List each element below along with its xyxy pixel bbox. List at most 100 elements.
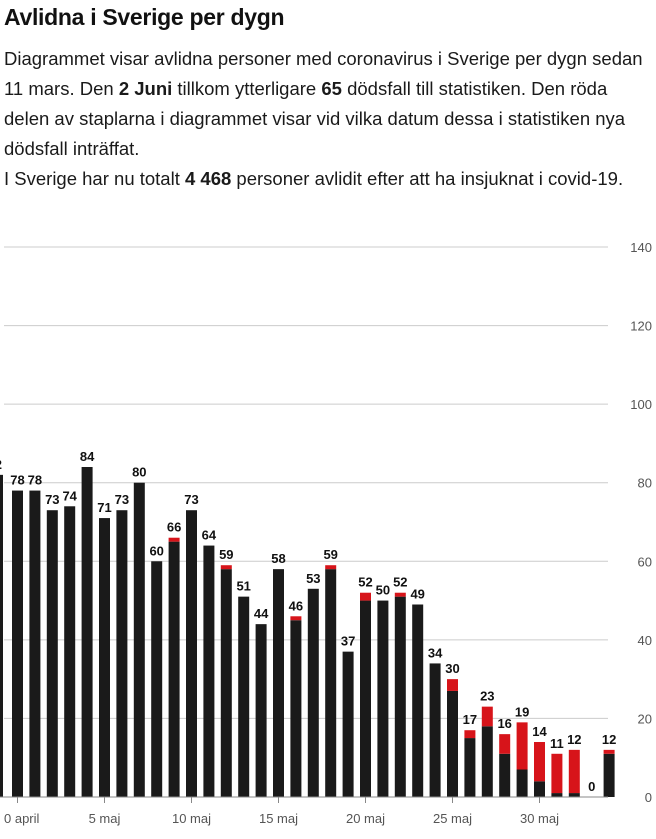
x-tick-label: 10 maj — [172, 811, 211, 826]
bar-new — [394, 592, 406, 597]
bar-value-label: 64 — [202, 528, 217, 543]
intro-text-d: I Sverige har nu totalt — [4, 168, 185, 189]
bar-value-label: 66 — [167, 520, 181, 535]
bar-value-label: 2 — [0, 457, 2, 472]
bar-value-label: 59 — [219, 547, 233, 562]
x-tick-label: 20 maj — [346, 811, 385, 826]
bar-value-label: 0 — [588, 779, 595, 794]
bar-new — [568, 749, 580, 794]
bar-chart: 0204060801001201402787873748471738060667… — [0, 240, 652, 826]
bar-value-label: 23 — [480, 689, 494, 704]
bar-existing — [464, 738, 476, 797]
bar-value-label: 78 — [10, 473, 24, 488]
bar-value-label: 17 — [463, 712, 477, 727]
x-tick-label: 5 maj — [89, 811, 121, 826]
bar-value-label: 71 — [97, 500, 111, 515]
bar-existing — [447, 690, 458, 797]
bar-value-label: 14 — [532, 724, 547, 739]
intro-text-b: tillkom ytterligare — [172, 78, 322, 99]
intro-text-e: personer avlidit efter att ha insjuknat … — [231, 168, 624, 189]
y-tick-label: 120 — [630, 319, 652, 334]
y-tick-label: 140 — [630, 240, 652, 255]
bar-existing — [99, 518, 110, 797]
bar-value-label: 46 — [289, 598, 303, 613]
bar-value-label: 73 — [184, 492, 198, 507]
bar-existing — [151, 561, 163, 797]
bar-existing — [0, 474, 3, 797]
bar-new — [168, 537, 180, 542]
bar-value-label: 12 — [602, 732, 616, 747]
bar-value-label: 51 — [236, 579, 250, 594]
bar-existing — [64, 506, 76, 797]
bar-new — [481, 706, 493, 727]
bar-existing — [220, 569, 232, 797]
bar-existing — [412, 604, 424, 797]
bar-existing — [186, 510, 197, 797]
bar-value-label: 58 — [271, 551, 285, 566]
bar-existing — [429, 663, 441, 797]
bar-new — [360, 592, 371, 601]
x-tick-label: 0 april — [4, 811, 40, 826]
bar-existing — [603, 753, 615, 797]
bar-existing — [133, 482, 145, 797]
bar-existing — [499, 753, 511, 797]
bar-existing — [360, 600, 371, 797]
bar-existing — [534, 781, 545, 797]
bar-new — [447, 679, 458, 691]
bar-value-label: 11 — [550, 736, 564, 751]
y-tick-label: 80 — [638, 476, 652, 491]
bar-existing — [46, 510, 58, 797]
bar-value-label: 78 — [28, 473, 42, 488]
intro-text-a: Diagrammet visar avlidna personer med co… — [4, 48, 643, 99]
bar-value-label: 30 — [445, 661, 459, 676]
bar-existing — [29, 490, 41, 797]
bar-existing — [325, 569, 337, 797]
bar-existing — [568, 793, 580, 797]
bar-new — [603, 749, 615, 754]
bar-new — [551, 753, 563, 794]
bar-existing — [12, 490, 23, 797]
bar-value-label: 16 — [497, 716, 511, 731]
bar-new — [220, 565, 232, 570]
bar-existing — [551, 793, 563, 797]
bar-existing — [307, 588, 319, 797]
y-tick-label: 40 — [638, 633, 652, 648]
intro-date: 2 Juni — [118, 78, 173, 99]
bar-value-label: 59 — [323, 547, 337, 562]
chart-area: 0204060801001201402787873748471738060667… — [0, 232, 656, 834]
bar-existing — [290, 620, 302, 797]
bar-value-label: 37 — [341, 634, 355, 649]
bar-new — [464, 730, 476, 739]
x-tick-label: 15 maj — [259, 811, 298, 826]
bar-existing — [116, 510, 128, 797]
intro-paragraph-1: Diagrammet visar avlidna personer med co… — [4, 44, 652, 164]
y-tick-label: 60 — [638, 554, 652, 569]
intro-paragraph-2: I Sverige har nu totalt 4 468 personer a… — [4, 164, 652, 194]
bar-value-label: 19 — [515, 704, 529, 719]
bar-existing — [481, 726, 493, 797]
bar-value-label: 73 — [45, 492, 59, 507]
bar-existing — [394, 596, 406, 797]
bar-existing — [238, 596, 250, 797]
bar-existing — [377, 600, 389, 797]
bar-value-label: 49 — [410, 587, 424, 602]
bar-value-label: 53 — [306, 571, 320, 586]
bar-existing — [203, 545, 215, 797]
bar-value-label: 73 — [115, 492, 129, 507]
bar-existing — [273, 569, 284, 797]
intro-total-deaths: 4 468 — [185, 168, 232, 189]
bar-value-label: 50 — [376, 583, 390, 598]
y-tick-label: 100 — [630, 397, 652, 412]
bar-existing — [516, 769, 528, 797]
bar-existing — [168, 541, 180, 797]
bar-value-label: 12 — [567, 732, 581, 747]
intro-text-c: dödsfall till statistiken. Den röda dele… — [4, 78, 626, 159]
bar-new — [516, 722, 528, 770]
x-tick-label: 25 maj — [433, 811, 472, 826]
x-tick-label: 30 maj — [520, 811, 559, 826]
bar-value-label: 74 — [62, 488, 77, 503]
bar-value-label: 44 — [254, 606, 269, 621]
bar-value-label: 34 — [428, 645, 443, 660]
bar-new — [534, 742, 545, 782]
bar-value-label: 52 — [358, 575, 372, 590]
